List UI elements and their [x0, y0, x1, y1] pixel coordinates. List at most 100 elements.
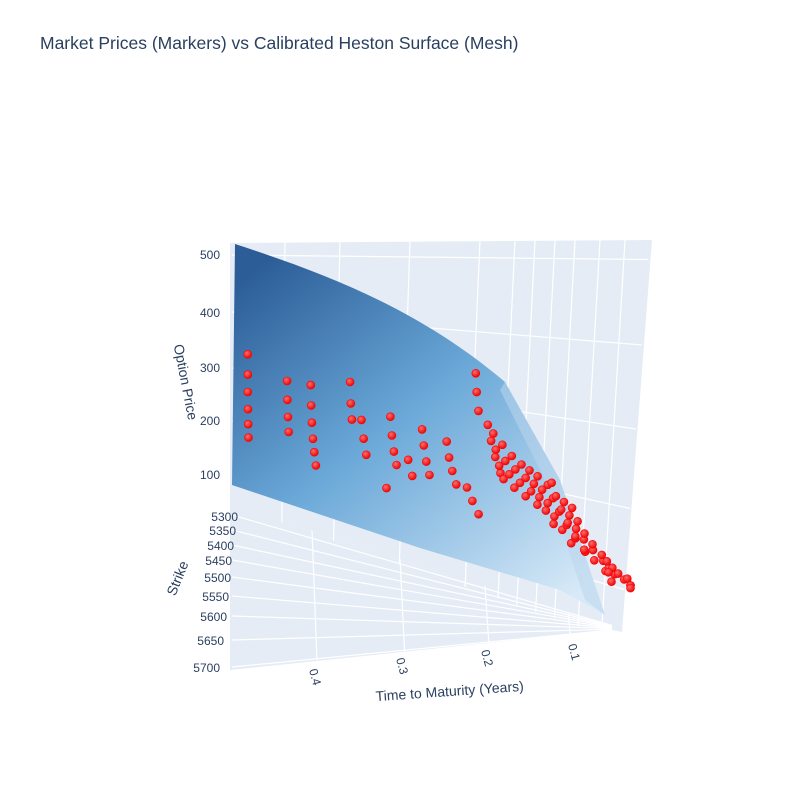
market-price-point[interactable]	[387, 431, 397, 440]
market-price-point[interactable]	[525, 466, 534, 475]
y-tick-label: 5600	[200, 610, 227, 624]
chart-title: Market Prices (Markers) vs Calibrated He…	[40, 33, 519, 53]
market-price-point[interactable]	[243, 404, 253, 414]
market-price-point[interactable]	[347, 415, 357, 424]
market-price-point[interactable]	[243, 349, 252, 359]
market-price-point[interactable]	[549, 519, 558, 529]
grid-line	[231, 576, 613, 628]
market-price-point[interactable]	[382, 483, 391, 493]
market-price-point[interactable]	[490, 452, 500, 462]
market-price-point[interactable]	[626, 583, 635, 593]
market-price-point[interactable]	[488, 429, 498, 438]
market-price-point[interactable]	[529, 479, 539, 489]
market-price-point[interactable]	[567, 503, 577, 513]
market-price-point[interactable]	[507, 451, 517, 461]
market-price-point[interactable]	[604, 567, 613, 577]
market-price-point[interactable]	[533, 500, 542, 510]
market-price-point[interactable]	[447, 466, 457, 476]
market-price-point[interactable]	[283, 395, 292, 405]
market-price-point[interactable]	[311, 461, 321, 470]
market-price-point[interactable]	[521, 473, 531, 483]
market-price-point[interactable]	[535, 492, 544, 502]
market-price-point[interactable]	[597, 550, 607, 560]
market-price-point[interactable]	[551, 491, 561, 501]
market-price-point[interactable]	[491, 445, 501, 455]
market-price-point[interactable]	[547, 478, 557, 488]
market-price-point[interactable]	[306, 380, 316, 390]
market-price-point[interactable]	[499, 474, 508, 484]
market-price-point[interactable]	[471, 368, 481, 378]
market-price-point[interactable]	[474, 509, 483, 519]
market-price-point[interactable]	[407, 471, 417, 481]
market-price-point[interactable]	[472, 387, 482, 397]
market-price-point[interactable]	[244, 433, 253, 442]
market-price-point[interactable]	[386, 412, 395, 422]
market-price-point[interactable]	[486, 436, 496, 446]
market-price-point[interactable]	[571, 524, 581, 534]
market-price-point[interactable]	[511, 465, 520, 474]
market-price-point[interactable]	[282, 376, 292, 386]
market-price-point[interactable]	[357, 415, 366, 425]
market-price-point[interactable]	[442, 437, 452, 446]
market-price-point[interactable]	[284, 427, 294, 437]
grid-line	[231, 559, 613, 628]
market-price-point[interactable]	[588, 539, 597, 549]
market-price-point[interactable]	[602, 556, 612, 566]
market-price-point[interactable]	[474, 406, 483, 416]
market-price-point[interactable]	[607, 577, 616, 587]
market-price-point[interactable]	[243, 387, 253, 397]
side-pane	[230, 243, 232, 670]
market-price-point[interactable]	[419, 441, 429, 450]
market-price-point[interactable]	[533, 471, 542, 481]
market-price-point[interactable]	[494, 461, 504, 471]
market-price-point[interactable]	[243, 370, 253, 379]
market-price-point[interactable]	[308, 434, 318, 444]
market-price-point[interactable]	[515, 478, 525, 488]
market-price-point[interactable]	[526, 486, 536, 496]
market-price-point[interactable]	[563, 518, 573, 528]
market-price-point[interactable]	[283, 412, 293, 422]
market-price-point[interactable]	[444, 453, 454, 462]
market-price-point[interactable]	[451, 480, 461, 489]
market-price-point[interactable]	[309, 447, 319, 457]
market-price-point[interactable]	[346, 399, 356, 408]
market-price-point[interactable]	[537, 485, 547, 495]
market-price-point[interactable]	[498, 440, 507, 450]
market-price-point[interactable]	[425, 470, 434, 480]
market-price-point[interactable]	[307, 418, 317, 428]
market-price-point[interactable]	[556, 505, 566, 514]
market-price-point[interactable]	[359, 434, 369, 444]
grid-line	[231, 514, 613, 627]
market-price-point[interactable]	[573, 516, 582, 526]
market-price-point[interactable]	[543, 498, 553, 508]
market-price-point[interactable]	[580, 529, 589, 538]
market-price-point[interactable]	[579, 545, 589, 555]
market-price-point[interactable]	[505, 469, 514, 479]
market-price-point[interactable]	[243, 419, 253, 429]
grid-line	[567, 612, 574, 661]
market-price-point[interactable]	[306, 401, 316, 410]
market-price-point[interactable]	[345, 377, 355, 387]
market-price-point[interactable]	[589, 555, 599, 565]
market-price-point[interactable]	[571, 531, 580, 541]
market-price-point[interactable]	[517, 460, 526, 469]
market-price-point[interactable]	[392, 460, 401, 470]
market-price-point[interactable]	[501, 456, 510, 466]
market-price-point[interactable]	[483, 420, 493, 430]
market-price-point[interactable]	[462, 483, 472, 492]
market-price-point[interactable]	[541, 506, 551, 515]
market-price-point[interactable]	[468, 496, 477, 506]
grid-line	[231, 529, 613, 627]
market-price-point[interactable]	[417, 425, 427, 434]
market-price-point[interactable]	[510, 483, 519, 493]
market-price-point[interactable]	[403, 455, 413, 465]
market-price-point[interactable]	[613, 569, 623, 578]
market-price-point[interactable]	[421, 457, 431, 466]
market-price-point[interactable]	[565, 511, 574, 520]
market-price-point[interactable]	[361, 450, 371, 460]
market-price-point[interactable]	[389, 447, 399, 456]
market-price-point[interactable]	[521, 491, 531, 501]
market-price-point[interactable]	[559, 497, 569, 507]
market-price-markers[interactable]	[243, 349, 635, 593]
